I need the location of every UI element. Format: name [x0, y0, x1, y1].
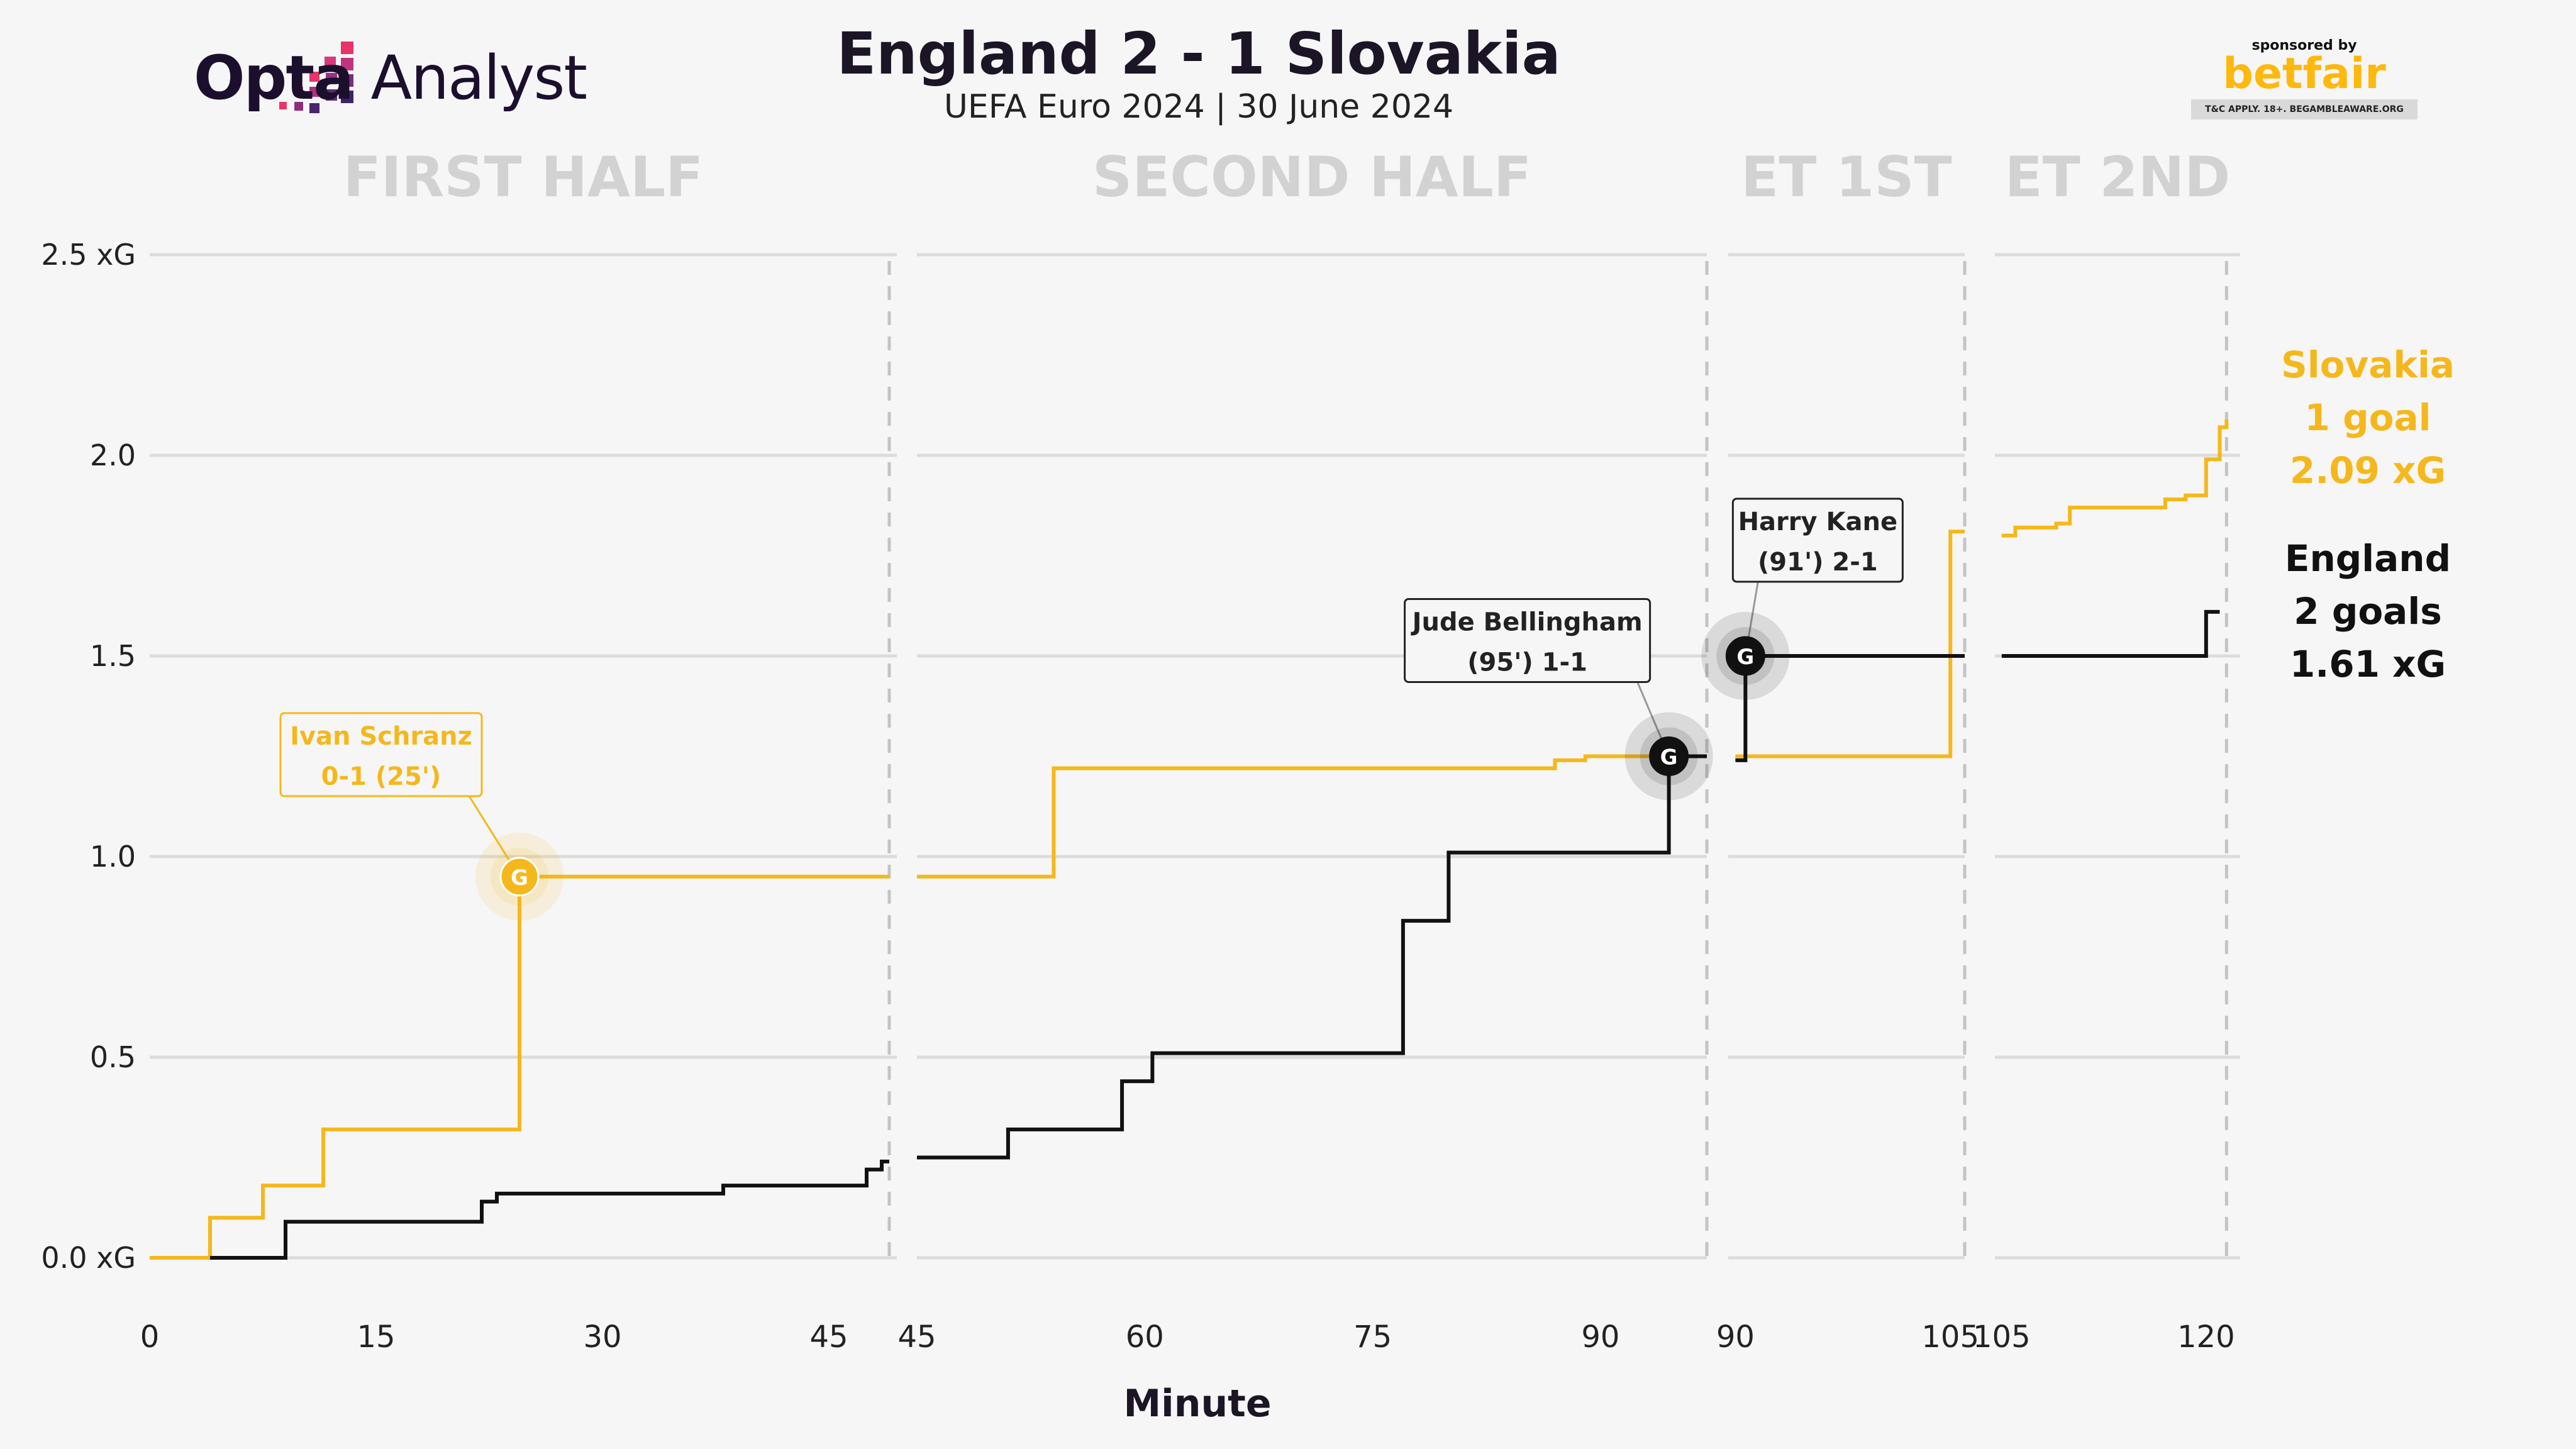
legend-england-xg: 1.61 xG: [2289, 643, 2446, 686]
goal-annotation-text: Harry Kane: [1738, 508, 1898, 536]
period-label: ET 2ND: [2005, 145, 2231, 209]
goal-marker-label: G: [1736, 645, 1754, 670]
y-tick-label: 1.5: [90, 639, 136, 673]
goal-marker-label: G: [1660, 745, 1678, 770]
x-tick-label: 60: [1126, 1319, 1164, 1355]
sponsor-label: sponsored by: [2251, 38, 2357, 53]
x-tick-label: 0: [140, 1319, 160, 1355]
goal-marker-label: G: [511, 865, 528, 891]
goal-annotation-box: [279, 712, 483, 797]
x-tick-label: 75: [1353, 1319, 1392, 1355]
goal-annotation-text: 0-1 (25'): [321, 762, 441, 791]
goal-marker: [1649, 736, 1689, 776]
x-tick-label: 90: [1716, 1319, 1755, 1355]
sponsor-terms: T&C APPLY. 18+. BEGAMBLEAWARE.ORG: [2191, 99, 2418, 119]
goal-marker: [1725, 636, 1765, 676]
x-axis-title: Minute: [1123, 1382, 1271, 1426]
sponsor-badge: sponsored by betfair T&C APPLY. 18+. BEG…: [2191, 35, 2418, 121]
slovakia-xg-step-line: [2001, 419, 2229, 538]
goal-annotation-box: [1404, 598, 1652, 683]
goal-marker: [499, 857, 540, 897]
x-tick-label: 30: [583, 1319, 621, 1355]
period-label: FIRST HALF: [343, 145, 704, 209]
legend-england-team: England: [2284, 537, 2451, 580]
slovakia-xg-step-line: [917, 754, 1707, 879]
slovakia-xg-step-line: [1735, 530, 1965, 758]
y-tick-label: 2.5 xG: [41, 238, 136, 272]
legend-slovakia-goals: 1 goal: [2304, 396, 2431, 439]
legend-slovakia-xg: 2.09 xG: [2289, 449, 2446, 492]
x-tick-label: 45: [809, 1319, 848, 1355]
x-tick-label: 105: [1921, 1319, 1979, 1355]
period-label: ET 1ST: [1741, 145, 1951, 209]
x-tick-label: 120: [2177, 1319, 2235, 1355]
goal-annotation-box: [1731, 497, 1904, 583]
slovakia-xg-step-line: [150, 874, 889, 1260]
england-xg-step-line: [917, 754, 1707, 1160]
england-xg-step-line: [210, 1159, 889, 1260]
goal-annotation-text: Jude Bellingham: [1411, 608, 1643, 637]
chart-title: England 2 - 1 Slovakia: [836, 20, 1561, 87]
chart-subtitle: UEFA Euro 2024 | 30 June 2024: [943, 88, 1454, 126]
y-tick-label: 0.0 xG: [41, 1241, 136, 1275]
opta-analyst-wordmark: Opta Analyst: [194, 43, 587, 113]
x-tick-label: 105: [1973, 1319, 2031, 1355]
y-tick-label: 1.0: [90, 840, 136, 874]
y-tick-label: 2.0: [90, 438, 136, 472]
legend-slovakia-team: Slovakia: [2280, 343, 2455, 386]
x-tick-label: 45: [897, 1319, 936, 1355]
goal-annotation-text: (95') 1-1: [1467, 648, 1587, 677]
england-xg-step-line: [2001, 609, 2220, 658]
y-tick-label: 0.5: [90, 1040, 136, 1074]
legend-england: England 2 goals 1.61 xG: [2258, 532, 2478, 691]
period-label: SECOND HALF: [1092, 145, 1531, 209]
england-xg-step-line: [1735, 654, 1965, 762]
legend-england-goals: 2 goals: [2294, 590, 2442, 633]
goal-annotation-text: (91') 2-1: [1758, 548, 1878, 577]
goal-annotation-text: Ivan Schranz: [290, 722, 472, 751]
opta-logo-icon: [279, 42, 353, 113]
x-tick-label: 90: [1581, 1319, 1619, 1355]
x-tick-label: 15: [357, 1319, 395, 1355]
legend-slovakia: Slovakia 1 goal 2.09 xG: [2258, 338, 2478, 497]
sponsor-brand: betfair: [2223, 49, 2386, 99]
